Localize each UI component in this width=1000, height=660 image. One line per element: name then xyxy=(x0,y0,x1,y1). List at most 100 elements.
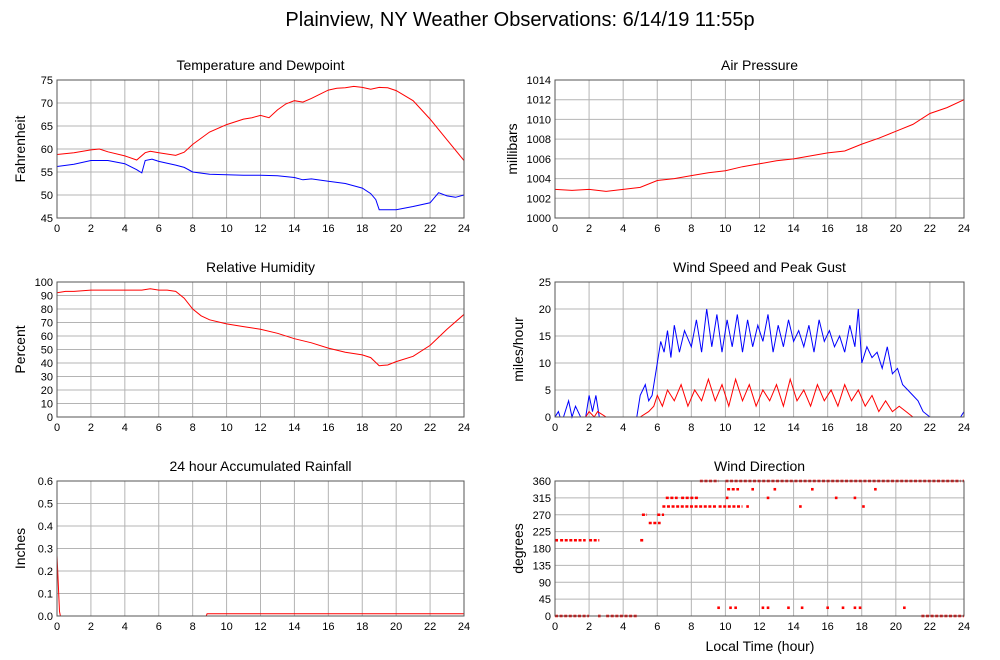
y-axis-label: millibars xyxy=(504,123,520,174)
y-tick-label: 1008 xyxy=(527,134,551,146)
x-tick-label: 22 xyxy=(924,621,936,633)
x-tick-label: 14 xyxy=(787,223,799,235)
direction-point xyxy=(834,496,838,500)
x-tick-label: 16 xyxy=(322,621,334,633)
x-tick-label: 14 xyxy=(787,422,799,434)
panel-title: Wind Speed and Peak Gust xyxy=(673,259,846,275)
panel-temp: 0 2 4 6 8 10 12 14 16 18 20 22 2445505560657075Tempe… xyxy=(12,57,470,235)
direction-point xyxy=(826,606,829,610)
x-tick-label: 12 xyxy=(753,422,765,434)
y-tick-label: 60 xyxy=(41,331,53,343)
x-tick-label: 8 xyxy=(688,223,694,235)
y-tick-label: 180 xyxy=(533,544,551,556)
y-tick-label: 225 xyxy=(533,527,551,539)
x-tick-label: 10 xyxy=(220,621,232,633)
wind-series-1-line xyxy=(555,377,964,418)
y-tick-label: 80 xyxy=(41,304,53,316)
x-tick-label: 20 xyxy=(390,621,402,633)
panel-direction: 0 2 4 6 8 10 12 14 16 18 20 22 240459013518022527031… xyxy=(510,458,970,633)
y-tick-label: 40 xyxy=(41,358,53,370)
y-tick-label: 5 xyxy=(545,385,551,397)
y-tick-label: 1000 xyxy=(527,213,551,225)
x-tick-label: 4 xyxy=(620,621,626,633)
x-tick-label: 10 xyxy=(719,422,731,434)
x-tick-label: 24 xyxy=(958,223,970,235)
direction-point xyxy=(811,487,814,491)
x-tick-label: 2 xyxy=(586,621,592,633)
x-tick-label: 0 xyxy=(54,621,60,633)
panel-title: Wind Direction xyxy=(714,458,805,474)
x-tick-label: 16 xyxy=(322,223,334,235)
x-tick-label: 8 xyxy=(190,223,196,235)
x-tick-label: 18 xyxy=(856,621,868,633)
x-tick-label: 8 xyxy=(688,621,694,633)
x-tick-label: 24 xyxy=(958,621,970,633)
y-axis-label: miles/hour xyxy=(510,317,526,382)
y-tick-label: 0 xyxy=(47,412,53,424)
x-tick-label: 8 xyxy=(190,621,196,633)
y-tick-label: 1006 xyxy=(527,154,551,166)
y-tick-label: 25 xyxy=(539,277,551,289)
direction-point xyxy=(746,505,749,508)
x-tick-label: 0 xyxy=(552,223,558,235)
y-tick-label: 0.1 xyxy=(38,589,53,601)
y-tick-label: 90 xyxy=(539,577,551,589)
y-tick-label: 45 xyxy=(539,594,551,606)
y-tick-label: 50 xyxy=(41,190,53,202)
direction-point xyxy=(729,606,732,610)
x-tick-label: 4 xyxy=(620,223,626,235)
x-tick-label: 2 xyxy=(88,422,94,434)
y-tick-label: 15 xyxy=(539,331,551,343)
plot-frame xyxy=(554,281,965,418)
direction-point xyxy=(799,505,802,508)
y-tick-label: 10 xyxy=(41,399,53,411)
x-tick-label: 0 xyxy=(552,621,558,633)
x-tick-label: 14 xyxy=(787,621,799,633)
temp-series-0-line xyxy=(57,85,464,161)
y-tick-label: 20 xyxy=(41,385,53,397)
direction-point xyxy=(853,496,857,500)
x-tick-label: 4 xyxy=(122,422,128,434)
x-tick-label: 16 xyxy=(322,422,334,434)
panel-pressure: 0 2 4 6 8 10 12 14 16 18 20 22 241000100210041006100… xyxy=(504,57,970,235)
panel-title: Temperature and Dewpoint xyxy=(176,57,344,73)
x-tick-label: 10 xyxy=(220,223,232,235)
y-tick-label: 45 xyxy=(41,213,53,225)
x-tick-label: 18 xyxy=(356,621,368,633)
direction-point xyxy=(787,606,790,610)
y-tick-label: 30 xyxy=(41,372,53,384)
panel-humidity: 0 2 4 6 8 10 12 14 16 18 20 22 240102030405060708090… xyxy=(12,259,470,434)
y-tick-label: 70 xyxy=(41,98,53,110)
temp-series-1-line xyxy=(57,158,464,211)
y-tick-label: 360 xyxy=(533,476,551,488)
x-tick-label: 24 xyxy=(958,422,970,434)
y-tick-label: 90 xyxy=(41,291,53,303)
x-tick-label: 24 xyxy=(458,621,470,633)
x-tick-label: 12 xyxy=(254,422,266,434)
x-tick-label: 10 xyxy=(220,422,232,434)
x-tick-label: 6 xyxy=(156,621,162,633)
direction-point xyxy=(766,496,770,500)
x-tick-label: 20 xyxy=(890,223,902,235)
direction-point xyxy=(751,487,754,491)
y-tick-label: 0 xyxy=(545,611,551,623)
x-tick-label: 16 xyxy=(822,422,834,434)
x-tick-label: 14 xyxy=(288,422,300,434)
plot-frame xyxy=(554,79,965,219)
direction-point xyxy=(862,505,865,508)
x-tick-label: 20 xyxy=(890,621,902,633)
direction-point xyxy=(766,606,770,610)
x-tick-label: 10 xyxy=(719,223,731,235)
x-tick-label: 0 xyxy=(552,422,558,434)
y-tick-label: 0.5 xyxy=(38,499,53,511)
humidity-series-0-line xyxy=(57,288,464,367)
y-tick-label: 1014 xyxy=(527,75,551,87)
direction-point xyxy=(800,606,804,610)
y-tick-label: 1002 xyxy=(527,193,551,205)
y-axis-label: Inches xyxy=(12,528,28,569)
y-tick-label: 60 xyxy=(41,144,53,156)
x-tick-label: 22 xyxy=(924,422,936,434)
y-tick-label: 75 xyxy=(41,75,53,87)
